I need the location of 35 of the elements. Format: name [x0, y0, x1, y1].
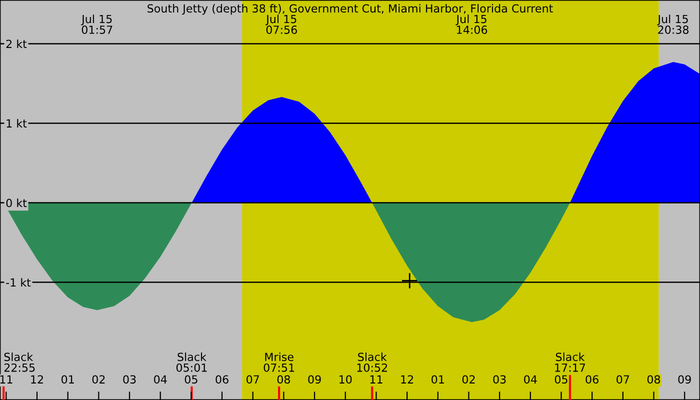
x2-tick-label: Jul 15 07:56: [266, 14, 297, 34]
x-tick-label: 11: [370, 375, 382, 384]
x-tick-label: 12: [401, 375, 414, 384]
x2-tick-label: Jul 15 01:57: [81, 14, 112, 34]
x-tick-label: 09: [308, 375, 321, 384]
y-tick-label: 2 kt: [6, 40, 27, 48]
x-tick-label: 02: [92, 375, 105, 384]
ref-line-label: Slack 05:01: [176, 352, 207, 372]
x-tick-label: 08: [647, 375, 660, 384]
y-tick-label: 1 kt: [6, 119, 27, 128]
x-tick-label: 11: [0, 375, 12, 384]
x-tick-label: 04: [524, 375, 537, 384]
x-tick-label: 05: [184, 375, 198, 384]
x-tick-label: 01: [62, 375, 74, 384]
x-tick-label: 06: [216, 375, 228, 384]
ref-line-label: Slack 22:55: [4, 352, 35, 372]
x-tick-label: 05: [554, 375, 568, 384]
x-tick-label: 07: [616, 375, 630, 384]
x-tick-label: 01: [432, 375, 444, 384]
x-tick-label: 07: [246, 375, 259, 384]
x-tick-label: 02: [462, 375, 475, 384]
x-tick-label: 03: [493, 375, 506, 384]
x-tick-label: 06: [586, 375, 598, 384]
x-tick-label: 03: [123, 375, 136, 384]
x-tick-label: 12: [31, 375, 43, 384]
x-tick-label: 09: [678, 375, 691, 384]
ref-line-label: Slack 10:52: [357, 352, 387, 372]
x-tick-label: 08: [277, 375, 290, 384]
x-tick-label: 04: [154, 375, 167, 384]
ref-line-label: Slack 17:17: [555, 352, 586, 372]
ref-line-label: Mrise 07:51: [264, 352, 294, 372]
x-tick-label: 10: [340, 375, 352, 384]
y-tick-label: 0 kt: [6, 198, 27, 208]
y-tick-label: -1 kt: [6, 278, 31, 287]
x2-tick-label: Jul 15 14:06: [456, 14, 488, 34]
